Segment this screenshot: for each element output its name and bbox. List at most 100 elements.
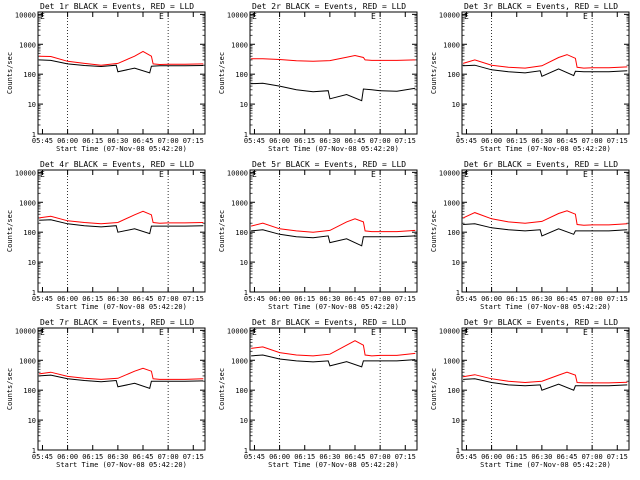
x-tick-label: 06:00 (481, 295, 502, 303)
x-tick-label: 06:45 (556, 453, 577, 461)
panel-title: Det 1r BLACK = Events, RED = LLD (40, 2, 194, 11)
y-tick-label: 10 (452, 417, 460, 425)
x-tick-label: 06:45 (132, 137, 153, 145)
x-tick-label: 05:45 (32, 453, 53, 461)
panel-det-9: Det 9r BLACK = Events, RED = LLDEE110100… (430, 318, 630, 469)
y-axis-label: Counts/sec (6, 52, 14, 94)
plot-frame (37, 327, 206, 451)
y-tick-label: 100 (23, 387, 36, 395)
panel-det-5: Det 5r BLACK = Events, RED = LLDEE110100… (218, 160, 418, 311)
y-tick-label: 1000 (443, 41, 460, 49)
series-events-line (251, 354, 416, 368)
series-events-line (251, 229, 416, 247)
x-tick-label: 07:15 (183, 295, 204, 303)
y-tick-label: 1000 (231, 199, 248, 207)
x-tick-label: 07:00 (158, 137, 179, 145)
y-tick-label: 1 (32, 289, 36, 297)
x-axis-label: Start Time (07-Nov-08 05:42:20) (56, 145, 187, 153)
x-tick-label: 06:30 (319, 453, 340, 461)
y-tick-label: 1000 (231, 357, 248, 365)
y-axis-label: Counts/sec (218, 368, 226, 410)
marker-glyph: E (371, 12, 376, 21)
x-tick-label: 06:45 (344, 295, 365, 303)
x-tick-label: 05:45 (456, 453, 477, 461)
series-events-line (251, 82, 416, 102)
marker-glyph: E (371, 328, 376, 337)
plot-frame (249, 11, 418, 135)
x-tick-label: 05:45 (244, 295, 265, 303)
y-tick-label: 10000 (439, 327, 460, 335)
y-axis-label: Counts/sec (218, 210, 226, 252)
x-tick-label: 07:15 (395, 453, 416, 461)
y-tick-label: 100 (447, 71, 460, 79)
y-tick-label: 1000 (443, 199, 460, 207)
y-tick-label: 10000 (439, 169, 460, 177)
plot-frame (461, 11, 630, 135)
y-axis-label: Counts/sec (218, 52, 226, 94)
series-lld-line (462, 54, 628, 69)
x-tick-label: 06:00 (481, 137, 502, 145)
x-tick-label: 07:00 (582, 137, 603, 145)
x-axis-label: Start Time (07-Nov-08 05:42:20) (480, 303, 611, 311)
x-tick-label: 07:00 (158, 295, 179, 303)
x-tick-label: 06:30 (531, 295, 552, 303)
x-tick-label: 05:45 (32, 137, 53, 145)
series-events-line (39, 59, 204, 74)
panel-det-8: Det 8r BLACK = Events, RED = LLDEE110100… (218, 318, 418, 469)
marker-glyph: E (159, 170, 164, 179)
x-tick-label: 06:15 (506, 137, 527, 145)
y-tick-label: 10 (28, 417, 36, 425)
y-tick-label: 100 (447, 229, 460, 237)
panel-det-6: Det 6r BLACK = Events, RED = LLDEE110100… (430, 160, 630, 311)
y-tick-label: 1 (244, 447, 248, 455)
x-tick-label: 06:15 (294, 137, 315, 145)
y-tick-label: 10 (28, 259, 36, 267)
panel-det-3: Det 3r BLACK = Events, RED = LLDEE110100… (430, 2, 630, 153)
x-axis-label: Start Time (07-Nov-08 05:42:20) (480, 461, 611, 469)
y-tick-label: 100 (235, 387, 248, 395)
series-lld-line (39, 367, 204, 380)
x-tick-label: 07:15 (183, 137, 204, 145)
series-lld-line (39, 50, 204, 66)
x-tick-label: 06:30 (107, 453, 128, 461)
y-tick-label: 100 (235, 71, 248, 79)
x-tick-label: 06:00 (269, 453, 290, 461)
x-tick-label: 06:15 (294, 453, 315, 461)
series-events-line (463, 64, 628, 77)
x-tick-label: 06:30 (107, 137, 128, 145)
y-tick-label: 10000 (227, 169, 248, 177)
x-tick-label: 05:45 (244, 453, 265, 461)
series-lld-line (39, 210, 204, 225)
y-axis-label: Counts/sec (6, 210, 14, 252)
x-tick-label: 07:15 (395, 137, 416, 145)
y-tick-label: 10 (240, 417, 248, 425)
y-axis-label: Counts/sec (6, 368, 14, 410)
x-tick-label: 06:00 (57, 295, 78, 303)
y-tick-label: 100 (235, 229, 248, 237)
plot-frame (249, 169, 418, 293)
x-tick-label: 07:00 (370, 453, 391, 461)
x-tick-label: 06:45 (556, 295, 577, 303)
series-lld-line (463, 371, 628, 384)
y-tick-label: 1 (244, 289, 248, 297)
panel-det-2: Det 2r BLACK = Events, RED = LLDEE110100… (218, 2, 418, 153)
y-tick-label: 1000 (19, 199, 36, 207)
x-tick-label: 07:15 (607, 137, 628, 145)
panel-title: Det 5r BLACK = Events, RED = LLD (252, 160, 406, 169)
y-tick-label: 10 (452, 101, 460, 109)
x-tick-label: 06:15 (294, 295, 315, 303)
x-axis-label: Start Time (07-Nov-08 05:42:20) (480, 145, 611, 153)
y-tick-label: 1 (32, 131, 36, 139)
x-tick-label: 06:00 (481, 453, 502, 461)
y-tick-label: 10000 (439, 11, 460, 19)
marker-glyph: E (371, 170, 376, 179)
plot-frame (249, 327, 418, 451)
y-tick-label: 10000 (15, 11, 36, 19)
series-lld-line (251, 340, 416, 357)
x-tick-label: 06:45 (132, 295, 153, 303)
panel-title: Det 3r BLACK = Events, RED = LLD (464, 2, 618, 11)
panel-title: Det 2r BLACK = Events, RED = LLD (252, 2, 406, 11)
x-tick-label: 07:00 (582, 453, 603, 461)
panel-title: Det 9r BLACK = Events, RED = LLD (464, 318, 618, 327)
x-axis-label: Start Time (07-Nov-08 05:42:20) (268, 145, 399, 153)
